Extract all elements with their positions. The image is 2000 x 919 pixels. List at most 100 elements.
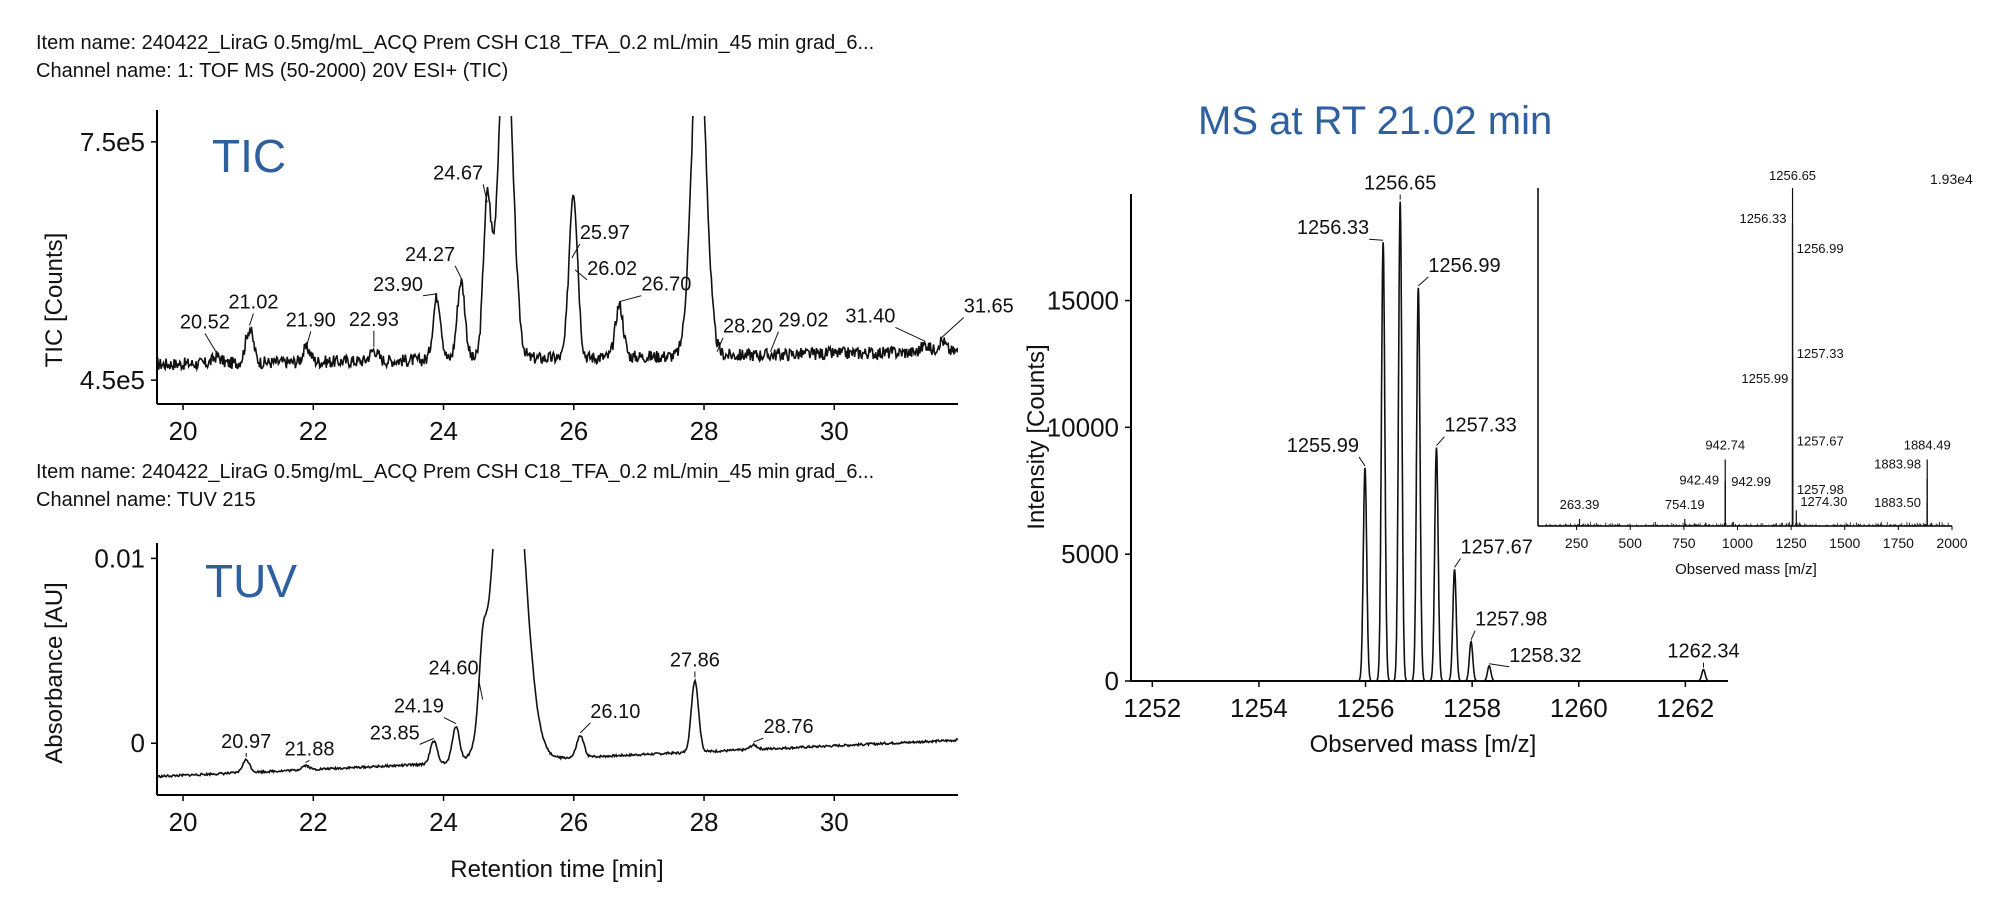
tuv-peak-leader — [753, 737, 764, 743]
tuv-tag: TUV — [205, 555, 297, 607]
inset-peak-label: 1884.49 — [1904, 437, 1951, 452]
ms-ytick-label: 15000 — [1047, 286, 1119, 316]
inset-peak-label: 1255.99 — [1741, 371, 1788, 386]
inset-xtick-label: 250 — [1565, 535, 1589, 551]
tuv-peak-leader — [443, 717, 457, 725]
tic-peak-label: 24.67 — [433, 162, 483, 184]
tuv-channel-name: Channel name: TUV 215 — [36, 489, 256, 511]
tuv-xtick-label: 22 — [299, 807, 328, 837]
tuv-ylabel: Absorbance [AU] — [41, 582, 68, 763]
tic-peak-label: 29.02 — [778, 310, 828, 332]
tic-peak-label: 31.65 — [964, 295, 1014, 317]
tuv-item-name: Item name: 240422_LiraG 0.5mg/mL_ACQ Pre… — [36, 461, 875, 483]
inset-xtick-label: 1000 — [1722, 535, 1753, 551]
tic-peak-leader — [716, 337, 724, 352]
tic-peak-label: 20.52 — [180, 311, 230, 333]
ms-ylabel: Intensity [Counts] — [1023, 344, 1050, 529]
ms-zoom-chart: 1252 1254 1256 1258 1260 1262 0 5000 10000 15000 1… — [1047, 173, 1740, 723]
tic-peak-leader — [619, 295, 642, 303]
tuv-xtick-label: 24 — [429, 807, 458, 837]
tuv-xtick-label: 26 — [559, 807, 588, 837]
tic-peak-leader — [422, 293, 438, 297]
tic-peak-leader — [306, 331, 312, 346]
ms-peak-label: 1258.32 — [1509, 645, 1581, 667]
ms-xtick-label: 1252 — [1123, 693, 1181, 723]
ms-xtick-label: 1260 — [1550, 693, 1608, 723]
inset-xtick-label: 1750 — [1883, 535, 1914, 551]
tic-peak-label: 28.20 — [723, 316, 773, 338]
ms-peak-label: 1257.98 — [1475, 609, 1547, 631]
tuv-trace — [157, 549, 958, 779]
tuv-peak-label: 24.19 — [394, 696, 444, 718]
inset-peak-label: 1256.65 — [1769, 168, 1816, 183]
inset-peak-label: 1883.50 — [1874, 495, 1921, 510]
ms-peak-leader — [1369, 238, 1384, 241]
ms-xtick-label: 1254 — [1230, 693, 1288, 723]
ms-peak-label: 1256.33 — [1297, 217, 1369, 239]
ms-peak-leader — [1436, 436, 1445, 446]
tic-peak-leader — [895, 326, 926, 342]
tic-trace — [157, 116, 958, 373]
tic-xtick-label: 26 — [559, 416, 588, 446]
inset-xtick-label: 1500 — [1829, 535, 1860, 551]
inset-xtick-label: 2000 — [1936, 535, 1967, 551]
tuv-peak-label: 20.97 — [221, 731, 271, 753]
tuv-xtick-label: 28 — [690, 807, 719, 837]
ms-peak-leader — [1358, 456, 1366, 467]
ms-peak-label: 1256.65 — [1364, 173, 1436, 195]
tuv-peak-label: 23.85 — [370, 722, 420, 744]
tuv-peak-leader — [305, 759, 310, 763]
tic-peak-label: 21.90 — [286, 309, 336, 331]
tuv-ytick-label: 0 — [131, 728, 145, 758]
tic-xtick-label: 28 — [690, 416, 719, 446]
ms-xtick-label: 1262 — [1656, 693, 1714, 723]
tic-tag: TIC — [212, 130, 286, 182]
tic-peak-leader — [571, 243, 581, 259]
ms-peak-leader — [1470, 630, 1476, 640]
ms-ytick-label: 0 — [1105, 666, 1119, 696]
tic-xtick-label: 20 — [169, 416, 198, 446]
tic-peak-leader — [248, 313, 254, 326]
tic-peak-leader — [574, 269, 588, 281]
tuv-peak-leader — [478, 679, 484, 700]
tic-ytick-label: 7.5e5 — [80, 127, 145, 157]
tic-peak-leader — [941, 317, 965, 338]
inset-peak-label: 942.74 — [1705, 437, 1745, 452]
ms-full-inset-chart: 250 500 750 1000 1250 1500 1750 2000 263.39 754.1… — [1537, 168, 1968, 551]
inset-peak-label: 1883.98 — [1874, 457, 1921, 472]
ms-peak-label: 1256.99 — [1428, 255, 1500, 277]
ms-xtick-label: 1256 — [1337, 693, 1395, 723]
tuv-peak-label: 27.86 — [670, 649, 720, 671]
tic-xtick-label: 30 — [820, 416, 849, 446]
tuv-chart: 20 22 24 26 28 30 0 0.01 20.97 21.88 23.85 24.19 24.… — [94, 543, 958, 837]
tic-peak-label: 24.27 — [405, 244, 455, 266]
inset-peak-label: 1256.33 — [1739, 211, 1786, 226]
tuv-ytick-label: 0.01 — [94, 543, 145, 573]
ms-peak-leader — [1417, 276, 1429, 287]
ms-peak-label: 1257.67 — [1461, 536, 1533, 558]
tuv-peak-label: 26.10 — [590, 701, 640, 723]
tuv-peak-leader — [419, 737, 434, 745]
tic-item-name: Item name: 240422_LiraG 0.5mg/mL_ACQ Pre… — [36, 32, 875, 54]
tic-xtick-label: 24 — [429, 416, 458, 446]
tuv-peak-label: 21.88 — [284, 738, 334, 760]
inset-peak-label: 1274.30 — [1800, 494, 1847, 509]
tuv-peak-leader — [579, 722, 591, 734]
tic-channel-name: Channel name: 1: TOF MS (50-2000) 20V ES… — [36, 60, 509, 82]
inset-xtick-label: 750 — [1672, 535, 1696, 551]
tic-peak-leader — [769, 331, 779, 352]
ms-ytick-label: 5000 — [1061, 539, 1119, 569]
inset-peak-label: 754.19 — [1665, 497, 1705, 512]
tic-peak-leader — [482, 184, 488, 203]
tic-peak-label: 26.02 — [587, 258, 637, 280]
tuv-xtick-label: 30 — [820, 807, 849, 837]
inset-intensity-label: 1.93e4 — [1930, 171, 1973, 187]
ms-title: MS at RT 21.02 min — [1198, 99, 1552, 143]
tic-ytick-label: 4.5e5 — [80, 365, 145, 395]
ms-ytick-label: 10000 — [1047, 412, 1119, 442]
ms-peak-label: 1257.33 — [1444, 415, 1516, 437]
tic-xtick-label: 22 — [299, 416, 328, 446]
tuv-xtick-label: 20 — [169, 807, 198, 837]
ms-xtick-label: 1258 — [1443, 693, 1501, 723]
